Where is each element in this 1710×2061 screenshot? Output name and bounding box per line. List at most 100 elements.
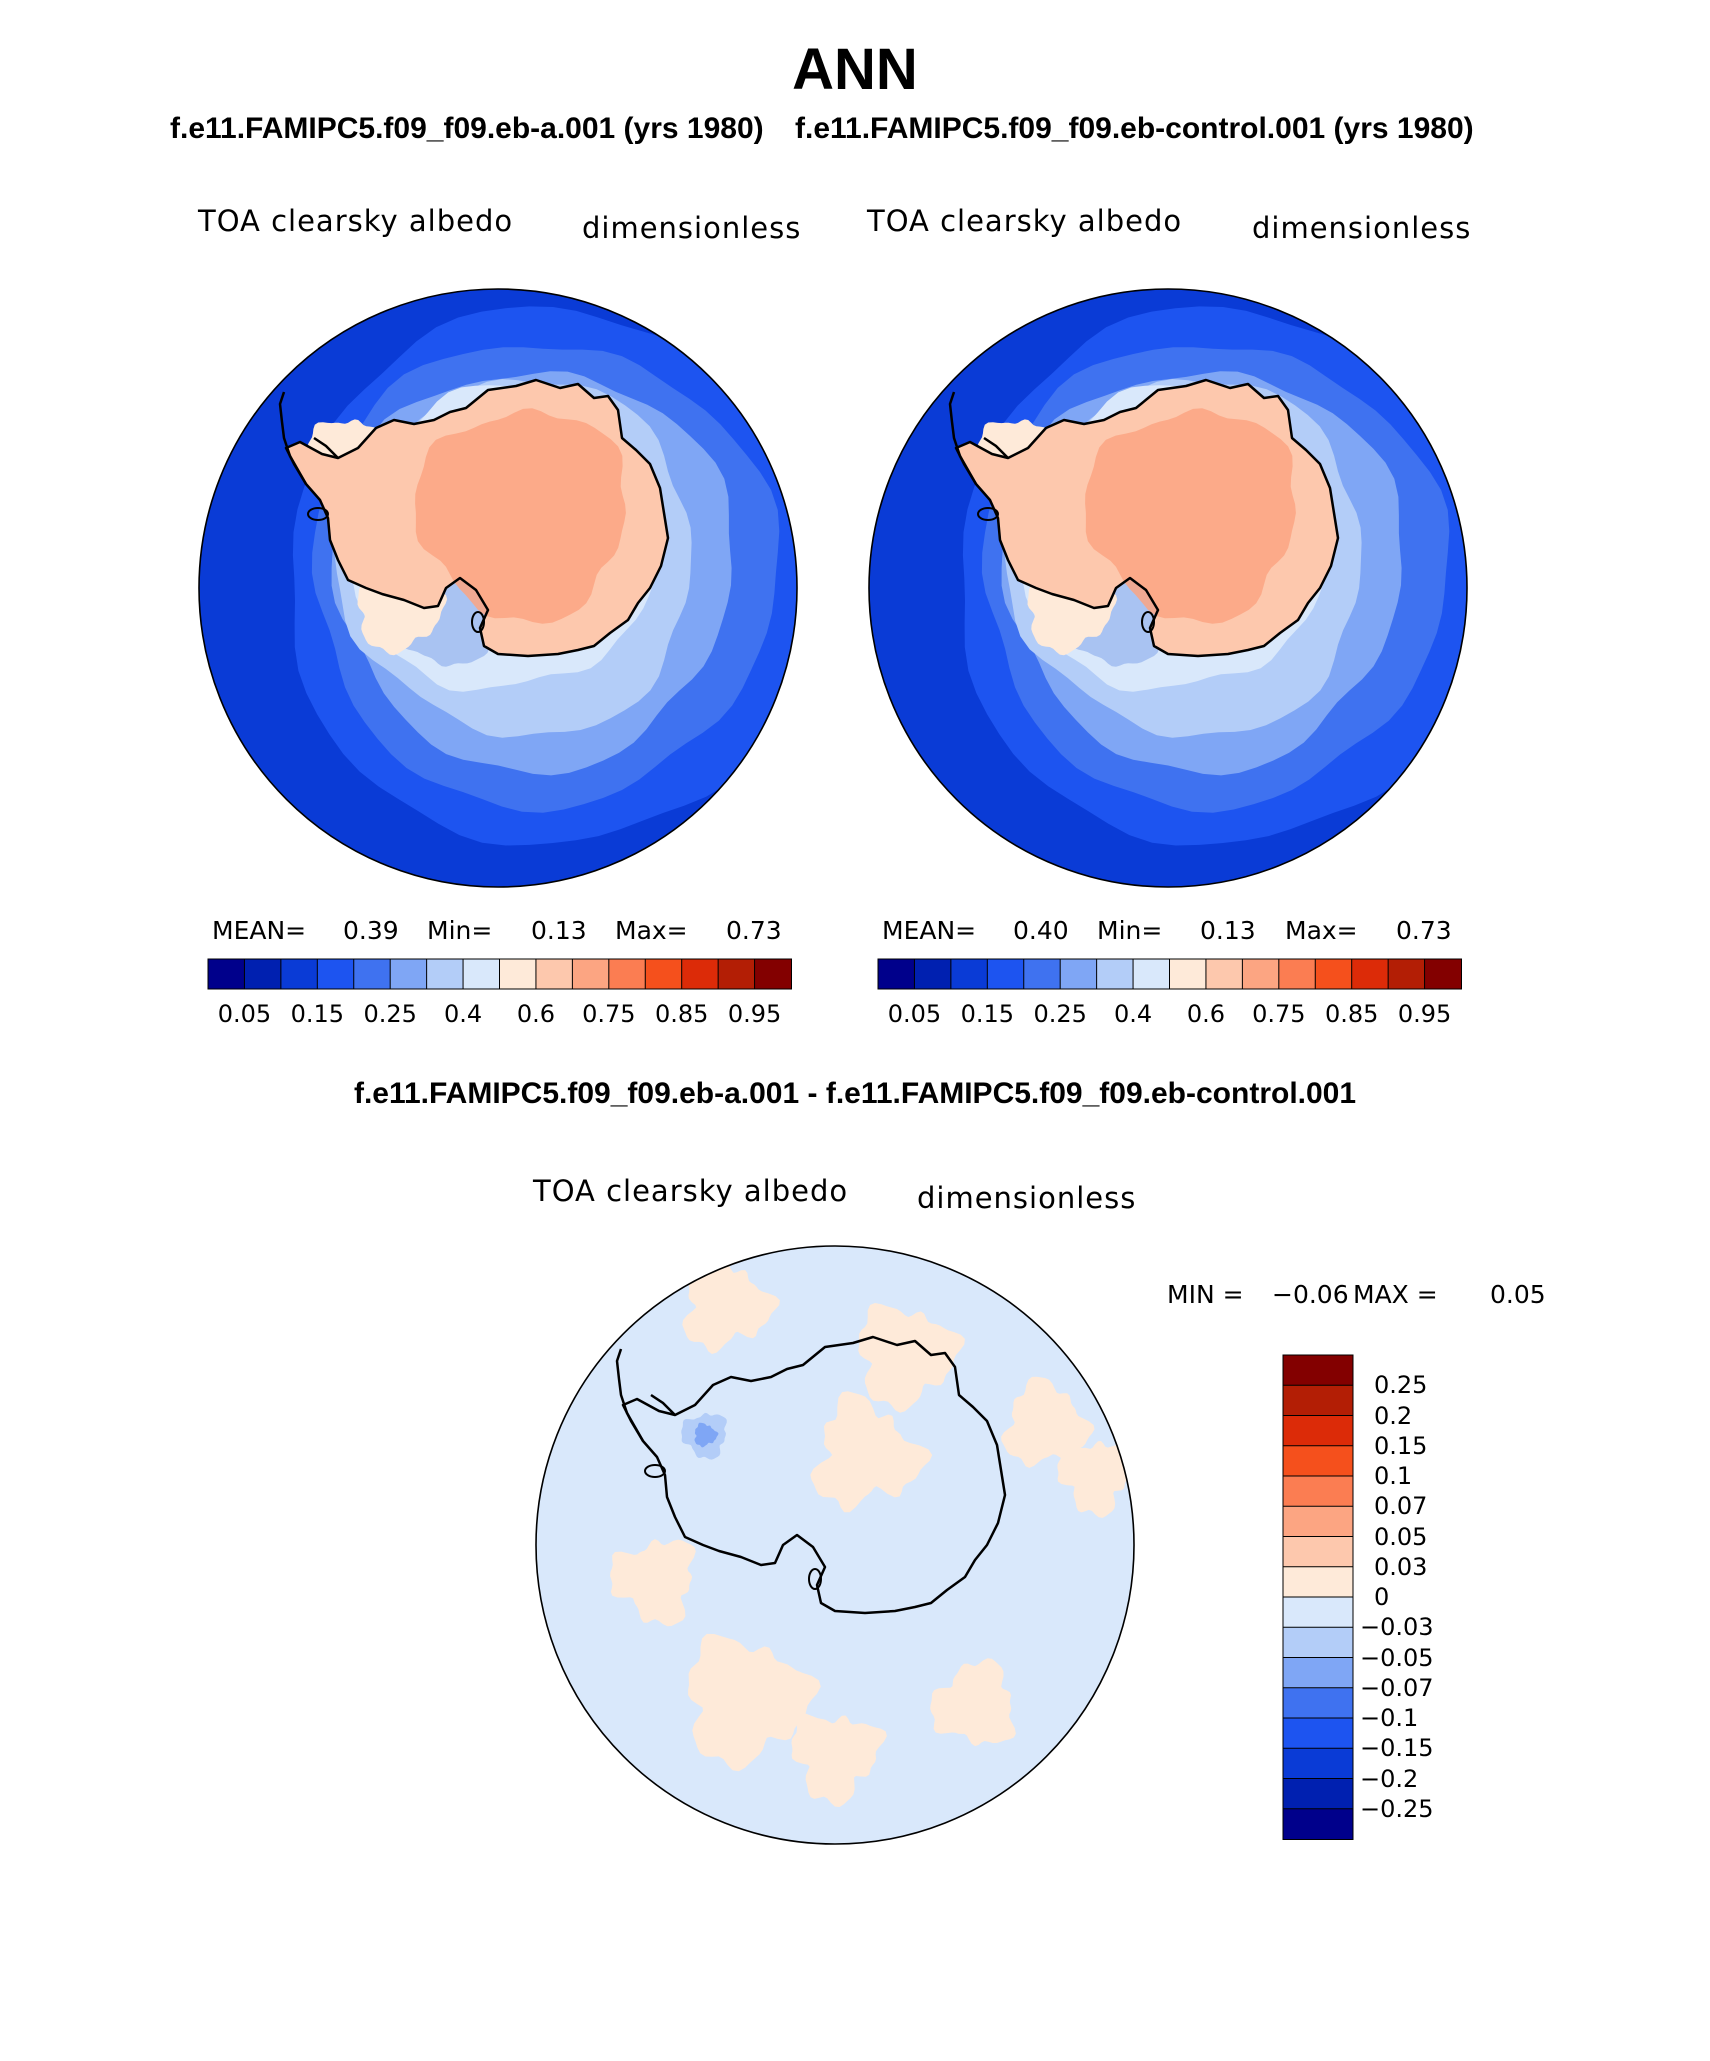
panel-1-max-value: 0.73: [726, 916, 782, 945]
colorbar-tick-label: 0.05: [887, 1000, 942, 1028]
negative-anomaly-core: [694, 1422, 719, 1448]
colorbar-swatch: [877, 958, 916, 990]
colorbar-swatch: [1282, 1596, 1354, 1629]
colorbar-swatch: [950, 958, 989, 990]
difference-max-value: 0.05: [1490, 1280, 1546, 1309]
panel-2-units-label: dimensionless: [1252, 211, 1472, 245]
ice-shelf-island: [471, 611, 485, 633]
difference-colorbar: [1282, 1354, 1354, 1840]
colorbar-swatch: [1278, 958, 1317, 990]
colorbar-tick-label: 0.07: [1374, 1492, 1428, 1521]
colorbar-tick-label: 0.85: [1324, 1000, 1379, 1028]
panel-1-variable-label: TOA clearsky albedo: [198, 204, 514, 238]
colorbar-swatch: [1282, 1657, 1354, 1689]
colorbar-tick-label: 0.6: [516, 1000, 556, 1028]
positive-anomaly-patch: [858, 1303, 965, 1413]
colorbar-tick-label: 0.75: [582, 1000, 636, 1028]
colorbar-tick-label: 0.1: [1374, 1462, 1413, 1490]
difference-min-value: −0.06: [1272, 1280, 1349, 1309]
colorbar-swatch: [243, 958, 282, 990]
panel-1-min-label: Min=: [427, 916, 493, 945]
colorbar-swatch: [535, 958, 574, 990]
colorbar-swatch: [353, 958, 392, 990]
positive-anomaly-patch: [1057, 1441, 1134, 1518]
panel-2-min-label: Min=: [1097, 916, 1163, 945]
colorbar-tick-label: −0.07: [1360, 1673, 1434, 1702]
colorbar-tick-label: 0.25: [1374, 1371, 1428, 1400]
panel-1-colorbar: [207, 958, 792, 990]
peninsula-islands: [983, 436, 1009, 459]
colorbar-swatch: [986, 958, 1025, 990]
colorbar-swatch: [1282, 1445, 1354, 1477]
colorbar-tick-label: 0.15: [960, 1000, 1015, 1028]
colorbar-swatch: [1282, 1505, 1354, 1538]
colorbar-tick-label: −0.1: [1360, 1704, 1419, 1732]
colorbar-swatch: [1282, 1354, 1354, 1387]
colorbar-swatch: [1282, 1687, 1354, 1719]
colorbar-tick-label: 0.05: [1374, 1522, 1428, 1551]
ice-shelf-island: [1141, 611, 1155, 633]
antarctica-coastline: [278, 378, 670, 658]
peninsula-islands: [313, 436, 339, 459]
panel-1-min-value: 0.13: [531, 916, 587, 945]
colorbar-tick-label: 0.25: [1033, 1000, 1087, 1028]
colorbar-swatch: [462, 958, 501, 990]
colorbar-swatch: [1282, 1717, 1354, 1750]
colorbar-swatch: [207, 958, 246, 990]
panel-2-max-label: Max=: [1285, 916, 1358, 945]
panel-1-colorbar-ticks: 0.05 0.15 0.25 0.4 0.6 0.75 0.85 0.95: [208, 1000, 791, 1032]
colorbar-tick-label: −0.25: [1360, 1794, 1434, 1823]
panel-2-title: f.e11.FAMIPC5.f09_f09.eb-control.001 (yr…: [795, 112, 1474, 145]
map-border: [535, 1245, 1135, 1845]
colorbar-tick-label: −0.2: [1360, 1764, 1419, 1793]
season-title: ANN: [792, 37, 918, 102]
colorbar-swatch: [280, 958, 319, 990]
colorbar-tick-label: 0.2: [1374, 1401, 1413, 1430]
panel-2-variable-label: TOA clearsky albedo: [867, 204, 1183, 238]
colorbar-swatch: [1059, 958, 1098, 990]
panel-2-colorbar: [877, 958, 1462, 990]
colorbar-swatch: [1282, 1778, 1354, 1810]
positive-anomaly-patch: [688, 1633, 821, 1772]
east-antarctic-plateau: [1085, 408, 1296, 624]
difference-polar-map: [535, 1245, 1135, 1845]
colorbar-swatch: [426, 958, 465, 990]
panel-2-colorbar-ticks: 0.05 0.15 0.25 0.4 0.6 0.75 0.85 0.95: [878, 1000, 1461, 1032]
panel-2-mean-value: 0.40: [1013, 916, 1069, 945]
antarctica-coastline: [615, 1335, 1007, 1615]
colorbar-swatch: [717, 958, 756, 990]
colorbar-swatch: [1241, 958, 1280, 990]
colorbar-swatch: [499, 958, 537, 990]
colorbar-swatch: [1314, 958, 1353, 990]
colorbar-swatch: [1282, 1626, 1354, 1659]
colorbar-tick-label: 0.15: [1374, 1431, 1428, 1460]
peninsula-islands: [650, 1393, 676, 1416]
colorbar-tick-label: 0.75: [1252, 1000, 1306, 1028]
map-field: [536, 1246, 1134, 1844]
peninsula-coast: [948, 391, 978, 485]
colorbar-tick-label: 0.95: [1397, 1000, 1452, 1028]
colorbar-swatch: [1282, 1475, 1354, 1508]
map-border: [868, 288, 1468, 888]
colorbar-tick-label: 0.4: [1113, 1000, 1153, 1028]
colorbar-swatch: [1387, 958, 1426, 990]
colorbar-tick-label: 0.85: [654, 1000, 709, 1028]
colorbar-swatch: [681, 958, 720, 990]
colorbar-swatch: [1023, 958, 1062, 990]
map-border: [198, 288, 798, 888]
colorbar-tick-label: 0.4: [443, 1000, 483, 1028]
colorbar-swatch: [1282, 1384, 1354, 1417]
map-field: [869, 289, 1467, 887]
colorbar-tick-label: 0.03: [1374, 1552, 1428, 1581]
difference-variable-label: TOA clearsky albedo: [533, 1174, 849, 1208]
colorbar-tick-label: −0.05: [1360, 1643, 1434, 1672]
panel-2-max-value: 0.73: [1396, 916, 1452, 945]
panel-1-title: f.e11.FAMIPC5.f09_f09.eb-a.001 (yrs 1980…: [170, 112, 764, 145]
colorbar-swatch: [1424, 958, 1462, 990]
antarctica-coastline: [948, 378, 1340, 658]
colorbar-swatch: [1282, 1808, 1354, 1840]
colorbar-tick-label: −0.15: [1360, 1734, 1434, 1763]
colorbar-swatch: [389, 958, 428, 990]
difference-units-label: dimensionless: [917, 1181, 1137, 1215]
colorbar-swatch: [644, 958, 683, 990]
